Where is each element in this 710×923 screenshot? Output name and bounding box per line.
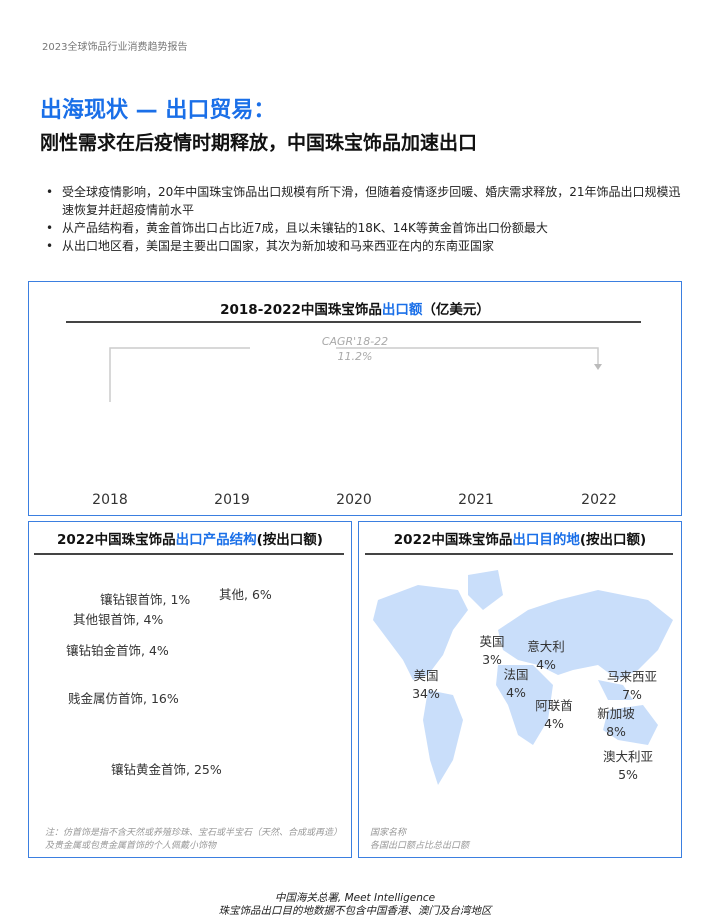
x-tick: 2020 [336,492,372,508]
world-map [373,570,673,785]
map-legend: 国家名称 各国出口额占比总出口额 [370,828,470,851]
title-rule [66,321,641,323]
page-subtitle: 刚性需求在后疫情时期释放，中国珠宝饰品加速出口 [40,132,478,154]
map-label-italy: 意大利 4% [527,639,565,672]
title-rule [34,553,344,555]
x-tick: 2018 [92,492,128,508]
pie-title: 2022中国珠宝饰品出口产品结构(按出口额) [57,532,323,548]
product-structure-panel [28,521,352,858]
page-title: 出海现状 — 出口贸易： [40,98,276,123]
map-label-singapore: 新加坡 8% [597,706,635,739]
export-destination-panel [358,521,682,858]
pie-label: 镶钻银首饰, 1% [100,592,191,607]
title-rule [365,553,673,555]
bullet: 受全球疫情影响，20年中国珠宝饰品出口规模有所下滑，但随着疫情逐步回暖、婚庆需求… [46,183,682,219]
map-label-uk: 英国 3% [479,634,505,667]
x-tick: 2019 [214,492,250,508]
map-label-australia: 澳大利亚 5% [602,749,653,782]
bullet-list: 受全球疫情影响，20年中国珠宝饰品出口规模有所下滑，但随着疫情逐步回暖、婚庆需求… [46,183,682,255]
pie-label: 镶钻铂金首饰, 4% [66,643,169,658]
x-tick: 2022 [581,492,617,508]
pie-label: 贱金属仿首饰, 16% [68,691,179,706]
export-value-chart-panel [28,281,682,516]
pie-note: 注：仿首饰是指不含天然或养殖珍珠、宝石或半宝石（天然、合成或再造）及贵金属或包贵… [45,828,338,851]
map-label-usa: 美国 34% [412,668,440,701]
source-note: 中国海关总署, Meet Intelligence 珠宝饰品出口目的地数据不包含中… [218,892,492,917]
pie-label: 其他, 6% [219,587,272,602]
bullet: 从出口地区看，美国是主要出口国家，其次为新加坡和马来西亚在内的东南亚国家 [46,237,682,255]
pie-label: 镶钻黄金首饰, 25% [111,762,222,777]
map-label-france: 法国 4% [503,667,529,700]
map-label-malaysia: 马来西亚 7% [606,669,657,702]
cagr-annotation: CAGR'18-22 11.2% [321,335,389,363]
chart-title: 2018-2022中国珠宝饰品出口额（亿美元） [220,302,490,318]
bullet: 从产品结构看，黄金首饰出口占比近7成，且以未镶钻的18K、14K等黄金首饰出口份… [46,219,682,237]
cagr-bracket [109,347,602,402]
map-title: 2022中国珠宝饰品出口目的地(按出口额) [393,532,647,548]
x-tick: 2021 [458,492,494,508]
pie-label: 其他银首饰, 4% [73,612,164,627]
report-header: 2023全球饰品行业消费趋势报告 [42,42,188,53]
map-label-uae: 阿联酋 4% [535,698,573,731]
